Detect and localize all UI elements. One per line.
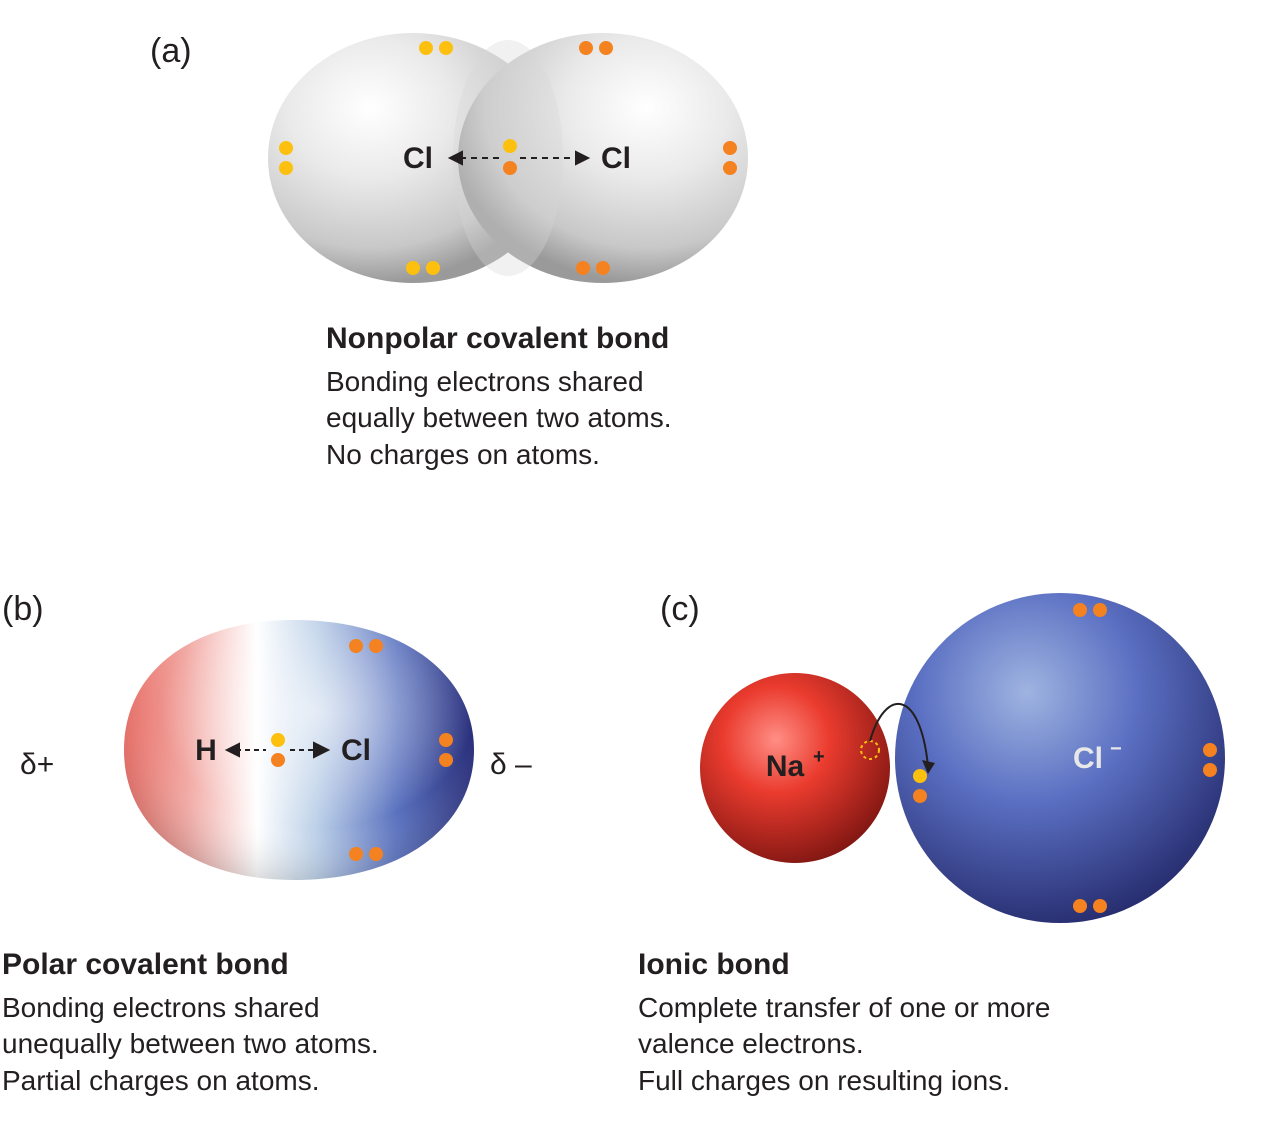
panel-c-figure: Na + Cl − [700, 568, 1260, 928]
panel-c-desc-3: Full charges on resulting ions. [638, 1063, 1050, 1099]
svg-text:Cl: Cl [341, 734, 371, 767]
panel-a-label: (a) [150, 32, 192, 71]
diagram-page: (a) [0, 0, 1272, 1133]
svg-text:Cl: Cl [403, 142, 433, 175]
svg-text:Cl: Cl [601, 142, 631, 175]
panel-a-desc-1: Bonding electrons shared [326, 364, 672, 400]
panel-b-caption: Polar covalent bond Bonding electrons sh… [2, 948, 379, 1099]
panel-a-title: Nonpolar covalent bond [326, 322, 672, 356]
panel-b-figure: H Cl [84, 600, 484, 900]
panel-b-title: Polar covalent bond [2, 948, 379, 982]
panel-b-delta-minus: δ – [490, 748, 532, 782]
panel-a-figure: Cl Cl [248, 18, 768, 298]
panel-b-desc-1: Bonding electrons shared [2, 990, 379, 1026]
svg-text:+: + [813, 746, 825, 768]
svg-text:Cl: Cl [1073, 742, 1103, 775]
panel-a-caption: Nonpolar covalent bond Bonding electrons… [326, 322, 672, 473]
panel-b-delta-plus: δ+ [20, 748, 54, 782]
panel-c-title: Ionic bond [638, 948, 1050, 982]
svg-text:H: H [195, 734, 217, 767]
panel-c-desc-2: valence electrons. [638, 1026, 1050, 1062]
panel-c-desc-1: Complete transfer of one or more [638, 990, 1050, 1026]
panel-a-desc-3: No charges on atoms. [326, 437, 672, 473]
panel-b-label: (b) [2, 590, 44, 629]
svg-text:Na: Na [766, 750, 805, 783]
panel-b-desc-2: unequally between two atoms. [2, 1026, 379, 1062]
panel-b-desc-3: Partial charges on atoms. [2, 1063, 379, 1099]
panel-a-desc-2: equally between two atoms. [326, 400, 672, 436]
svg-text:−: − [1110, 738, 1122, 760]
panel-c-label: (c) [660, 590, 700, 629]
panel-c-caption: Ionic bond Complete transfer of one or m… [638, 948, 1050, 1099]
